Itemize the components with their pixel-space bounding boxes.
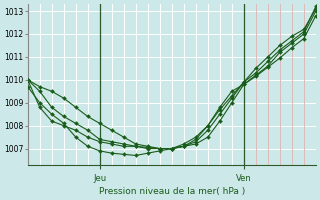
X-axis label: Pression niveau de la mer( hPa ): Pression niveau de la mer( hPa ) bbox=[99, 187, 245, 196]
